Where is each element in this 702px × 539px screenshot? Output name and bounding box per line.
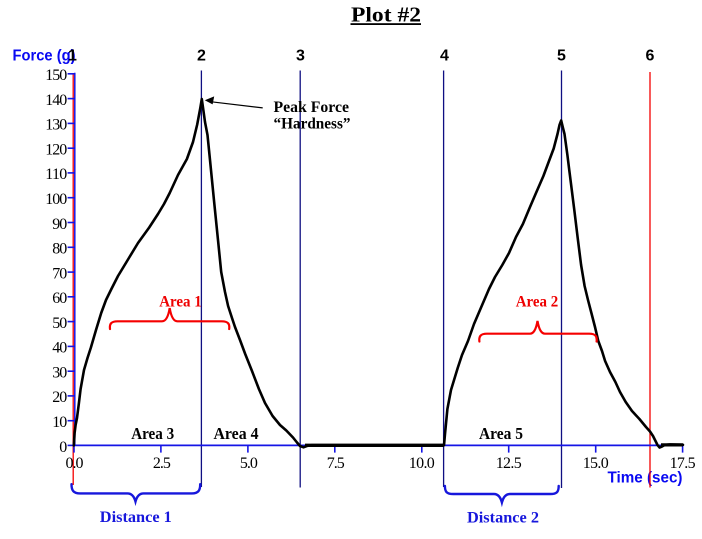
svg-text:80: 80 (52, 241, 67, 258)
svg-text:5.0: 5.0 (240, 455, 258, 472)
svg-text:Plot #2: Plot #2 (351, 3, 421, 27)
svg-text:Area 1: Area 1 (159, 294, 202, 311)
svg-text:140: 140 (45, 92, 67, 109)
svg-text:Area 2: Area 2 (516, 294, 559, 311)
svg-text:50: 50 (52, 315, 67, 332)
svg-text:120: 120 (45, 142, 67, 159)
svg-text:Area 3: Area 3 (131, 424, 174, 443)
svg-text:12.5: 12.5 (496, 455, 522, 472)
svg-text:130: 130 (45, 117, 67, 134)
svg-text:4: 4 (440, 48, 449, 65)
svg-text:30: 30 (52, 365, 67, 382)
svg-text:0: 0 (59, 439, 67, 456)
svg-text:7.5: 7.5 (327, 455, 345, 472)
svg-text:Force (g): Force (g) (13, 48, 76, 65)
svg-text:1: 1 (68, 48, 77, 65)
svg-text:Area 4: Area 4 (214, 424, 259, 443)
svg-text:Distance 1: Distance 1 (100, 509, 172, 526)
svg-text:5: 5 (557, 48, 566, 65)
svg-text:2.5: 2.5 (153, 455, 171, 472)
svg-text:Time (sec): Time (sec) (608, 470, 683, 487)
svg-text:90: 90 (52, 216, 67, 233)
svg-text:20: 20 (52, 389, 67, 406)
svg-text:100: 100 (45, 191, 67, 208)
svg-text:60: 60 (52, 290, 67, 307)
svg-text:70: 70 (52, 265, 67, 282)
svg-text:0.0: 0.0 (66, 455, 84, 472)
svg-text:40: 40 (52, 340, 67, 357)
svg-text:3: 3 (296, 48, 305, 65)
svg-text:110: 110 (45, 166, 67, 183)
svg-text:17.5: 17.5 (670, 455, 696, 472)
svg-text:Area 5: Area 5 (479, 424, 523, 443)
svg-text:150: 150 (45, 67, 67, 84)
svg-text:Peak Force: Peak Force (274, 99, 350, 116)
svg-text:“Hardness”: “Hardness” (274, 116, 351, 133)
svg-text:2: 2 (197, 48, 206, 65)
svg-text:6: 6 (646, 48, 655, 65)
svg-text:10: 10 (52, 414, 67, 431)
svg-text:10.0: 10.0 (409, 455, 435, 472)
svg-text:Distance 2: Distance 2 (467, 510, 539, 527)
svg-text:15.0: 15.0 (583, 455, 609, 472)
